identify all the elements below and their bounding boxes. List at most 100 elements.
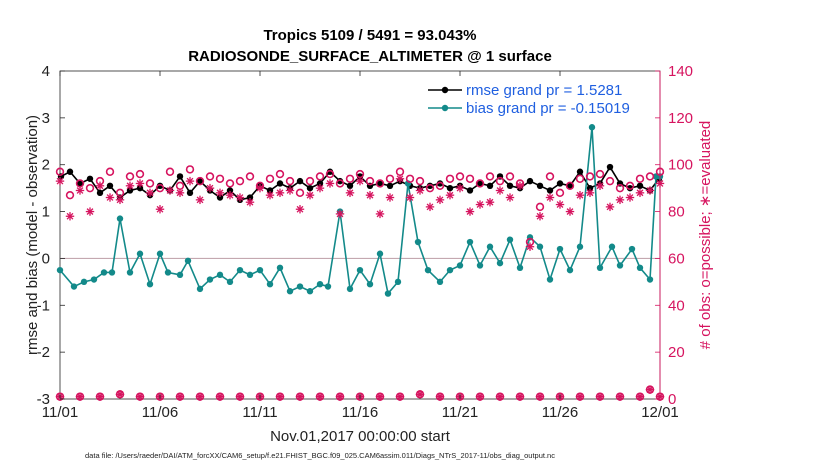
evaluated-obs-point (85, 207, 95, 216)
possible-obs-point (445, 174, 455, 183)
evaluated-obs-point (595, 181, 605, 190)
rmse-point (536, 182, 544, 189)
y-tick-label: 3 (42, 110, 50, 127)
evaluated-obs-point (475, 392, 485, 401)
evaluated-obs-point (125, 181, 135, 190)
y2-tick-label: 20 (668, 344, 685, 361)
rmse-point (526, 177, 534, 185)
evaluated-obs-point (495, 392, 505, 401)
evaluated-obs-point (485, 198, 495, 207)
bias-point (608, 243, 616, 250)
y2-tick-label: 140 (668, 63, 693, 80)
possible-obs-point (245, 172, 255, 181)
bias-point (616, 262, 624, 269)
evaluated-obs-point (385, 193, 395, 202)
legend-rmse-marker (441, 86, 449, 94)
possible-obs-point (65, 190, 75, 200)
bias-point (136, 250, 144, 257)
y-tick-label: -3 (37, 391, 50, 408)
evaluated-obs-point (645, 186, 655, 195)
bias-point (196, 285, 204, 293)
rmse-point (196, 177, 204, 185)
possible-obs-point (305, 176, 315, 186)
evaluated-obs-point (575, 392, 585, 401)
bias-point (366, 281, 374, 288)
possible-obs-point (375, 179, 385, 188)
rmse-point (266, 187, 274, 194)
rmse-point (566, 182, 574, 189)
rmse-point (126, 187, 134, 194)
possible-obs-point (465, 174, 475, 183)
rmse-point (426, 182, 434, 189)
possible-obs-point (635, 174, 645, 183)
rmse-point (276, 180, 284, 187)
bias-point (476, 262, 484, 269)
rmse-point (76, 180, 84, 187)
bias-point (246, 271, 254, 279)
y2-tick-label: 40 (668, 297, 685, 314)
y2-axis-label: # of obs: o=possible; ∗=evaluated (697, 121, 714, 350)
rmse-point (86, 175, 94, 182)
evaluated-obs-point (535, 392, 545, 401)
x-axis-label: Nov.01,2017 00:00:00 start (270, 428, 451, 445)
bias-point (424, 266, 432, 274)
evaluated-obs-point (295, 392, 305, 401)
bias-point (156, 250, 164, 257)
evaluated-obs-point (645, 385, 655, 394)
bias-point (206, 276, 214, 283)
evaluated-obs-point (95, 392, 105, 401)
evaluated-obs-point (575, 190, 585, 200)
possible-obs-point (125, 172, 135, 181)
evaluated-obs-point (195, 392, 205, 401)
evaluated-obs-point (165, 186, 175, 195)
evaluated-obs-point (435, 392, 445, 401)
bias-point (414, 238, 422, 246)
possible-obs-point (155, 183, 165, 193)
evaluated-obs-point (565, 207, 575, 216)
possible-obs-point (585, 172, 595, 181)
possible-obs-point (605, 176, 615, 186)
bias-point (184, 257, 192, 264)
bias-point (356, 266, 364, 274)
possible-obs-point (425, 183, 435, 193)
chart-subtitle: RADIOSONDE_SURFACE_ALTIMETER @ 1 surface (188, 48, 552, 65)
evaluated-obs-point (315, 392, 325, 401)
possible-obs-point (545, 172, 555, 181)
possible-obs-point (645, 172, 655, 181)
evaluated-obs-point (525, 242, 535, 251)
evaluated-obs-point (595, 392, 605, 401)
evaluated-obs-point (545, 193, 555, 202)
evaluated-obs-point (375, 209, 385, 219)
evaluated-obs-point (415, 186, 425, 195)
rmse-point (336, 177, 344, 185)
evaluated-obs-point (275, 392, 285, 401)
bias-series-line (59, 127, 660, 296)
evaluated-obs-point (55, 176, 65, 186)
possible-obs-point (315, 172, 325, 181)
bias-point (266, 281, 274, 288)
possible-obs-point (85, 183, 95, 193)
y-tick-label: -2 (37, 344, 50, 361)
possible-obs-point (145, 179, 155, 188)
bias-point (436, 278, 444, 286)
bias-point (256, 266, 264, 274)
possible-obs-point (55, 167, 65, 176)
possible-obs-point (575, 174, 585, 183)
rmse-point (136, 184, 144, 192)
evaluated-obs-point (515, 181, 525, 190)
bias-point (286, 288, 294, 295)
rmse-point (156, 182, 164, 189)
possible-obs-point (325, 169, 335, 179)
bias-point (126, 269, 134, 276)
y2-tick-label: 80 (668, 204, 685, 221)
rmse-point (386, 182, 394, 189)
evaluated-obs-point (425, 202, 435, 212)
rmse-point (296, 177, 304, 185)
bias-point (226, 278, 234, 286)
y-axis-label: rmse and bias (model - observation) (24, 115, 41, 355)
possible-obs-point (165, 167, 175, 176)
bias-point (456, 262, 464, 269)
evaluated-obs-point (105, 193, 115, 202)
rmse-point (586, 184, 594, 192)
